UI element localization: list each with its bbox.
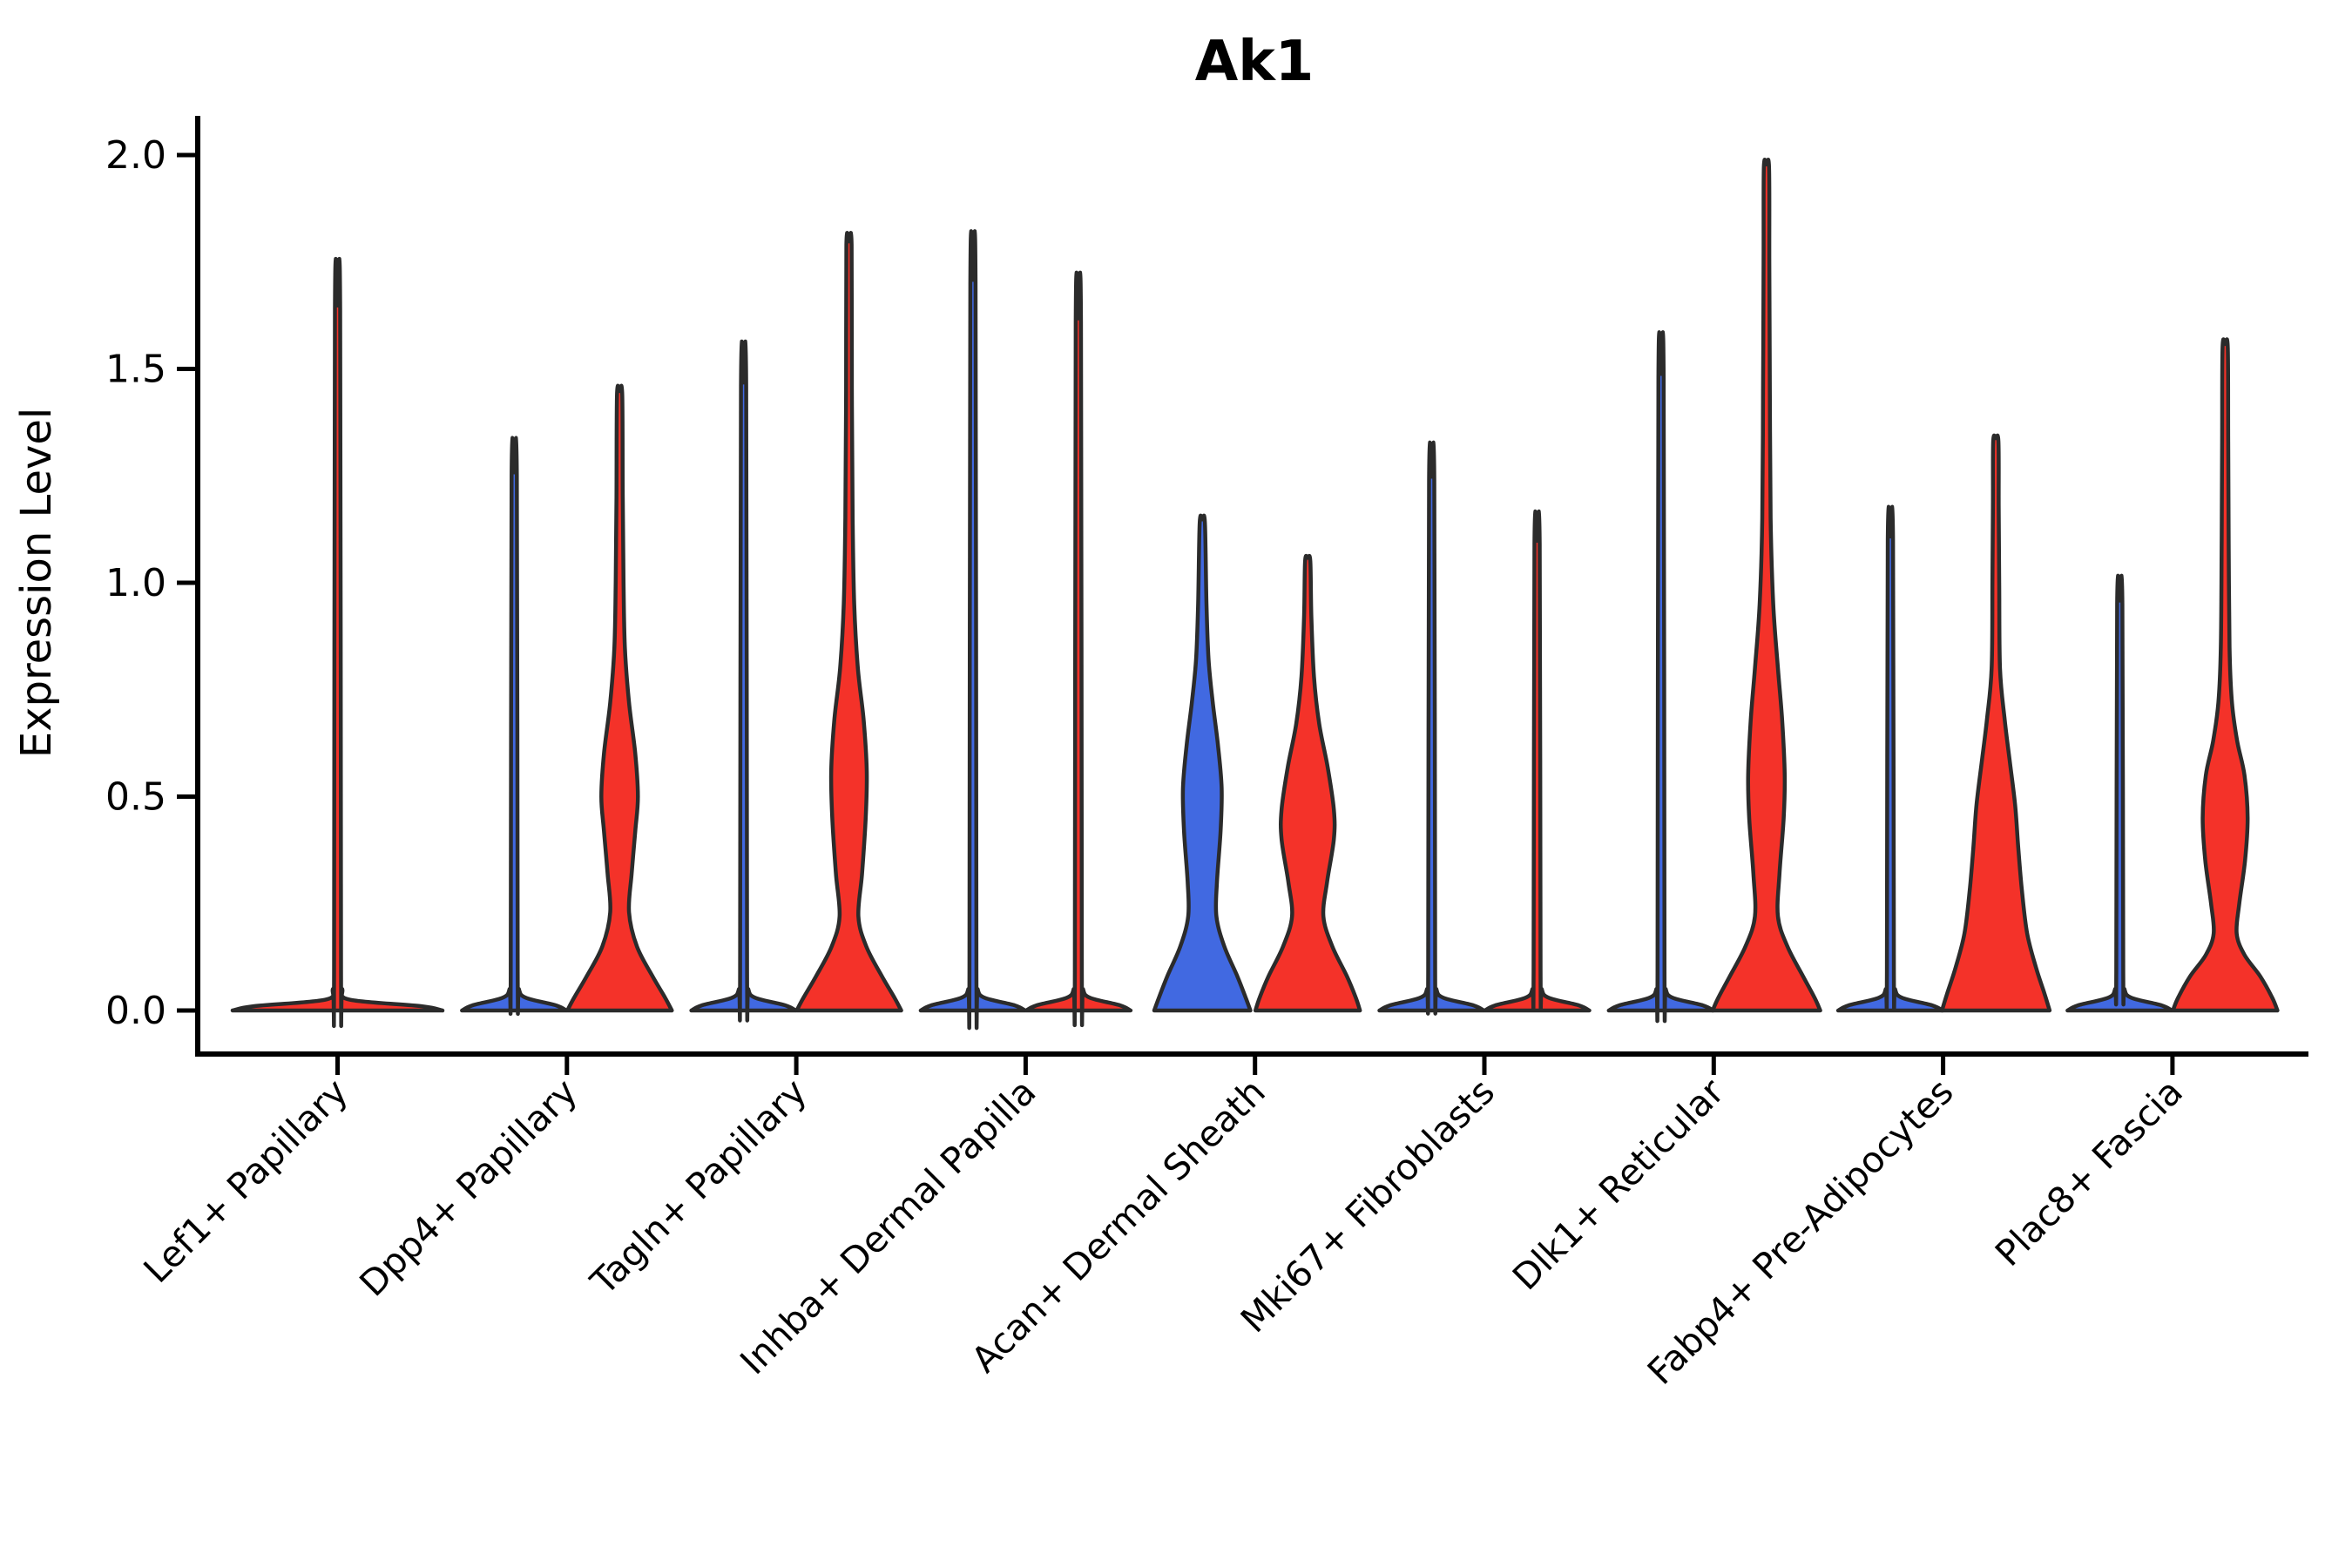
violin-acan-dermal-sheath-right [1253,553,1362,1013]
violin-dlk1-reticular-right [1710,158,1822,1013]
x-tick-label-dpp4-papillary: Dpp4+ Papillary [351,1071,585,1304]
violins-layer [230,158,2280,1031]
x-tick-label-dlk1-reticular: Dlk1+ Reticular [1504,1071,1732,1298]
violin-mki67-fibroblasts-right [1483,510,1592,1013]
chart-title: Ak1 [1195,30,1315,94]
violin-tagln-papillary-right [794,231,903,1013]
y-tick-label: 0.5 [105,775,166,820]
violin-inhba-dermal-papilla-right [1024,270,1133,1028]
y-tick-labels: 0.0 0.5 1.0 1.5 2.0 [105,133,166,1033]
y-tick-label: 2.0 [105,133,166,178]
violin-lef1-papillary-center [230,257,445,1029]
violin-fabp4-pre-adipocytes-right [1940,433,2052,1013]
y-tick-label: 0.0 [105,989,166,1033]
violin-dpp4-papillary-left [460,436,569,1017]
y-tick-label: 1.5 [105,348,166,392]
violin-acan-dermal-sheath-left [1152,513,1253,1013]
x-tick-label-mki67-fibroblasts: Mki67+ Fibroblasts [1233,1071,1503,1341]
axes-layer [177,116,2308,1075]
violin-inhba-dermal-papilla-left [918,229,1028,1031]
y-axis-label: Expression Level [12,408,61,759]
violin-dpp4-papillary-right [565,383,674,1013]
violin-tagln-papillary-left [689,339,798,1023]
violin-plac8-fascia-right [2171,337,2280,1013]
violin-fabp4-pre-adipocytes-left [1835,504,1945,1013]
violin-dlk1-reticular-left [1606,330,1716,1024]
y-tick-label: 1.0 [105,561,166,605]
violin-mki67-fibroblasts-left [1377,440,1486,1016]
x-tick-label-tagln-papillary: Tagln+ Papillary [582,1071,814,1303]
x-tick-label-lef1-papillary: Lef1+ Papillary [136,1071,356,1291]
x-tick-label-plac8-fascia: Plac8+ Fascia [1987,1071,2191,1274]
violin-plac8-fascia-left [2065,573,2174,1013]
